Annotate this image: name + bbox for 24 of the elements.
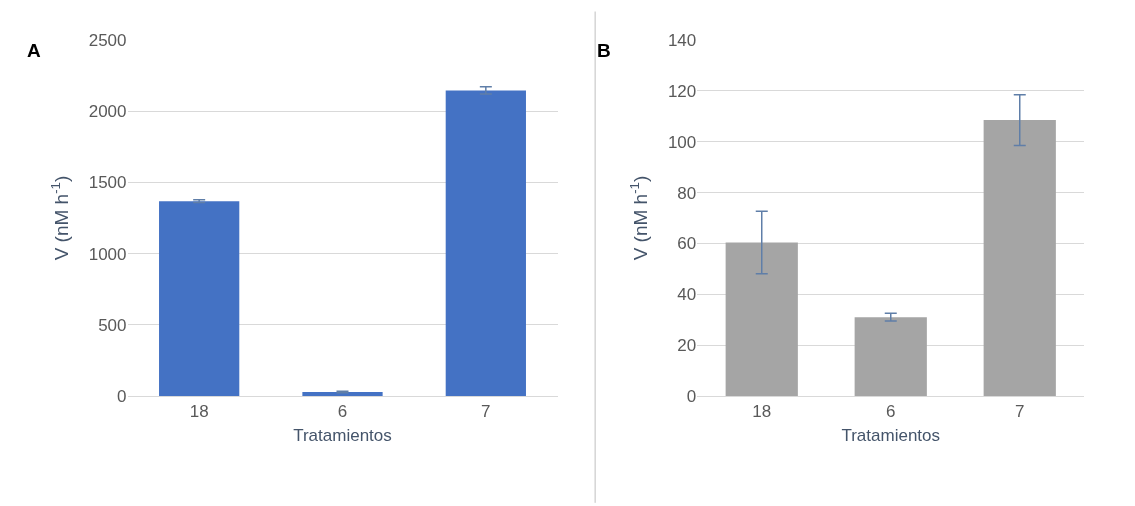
y-tick-label: 40 [677, 285, 697, 305]
x-tick-label: 18 [189, 402, 209, 422]
y-tick-label: 2000 [88, 102, 127, 122]
x-tick-label: 7 [481, 402, 491, 422]
chart-title: A [27, 40, 41, 61]
y-tick-label: 20 [677, 336, 697, 356]
x-tick-label: 18 [752, 402, 772, 422]
y-tick-label: 0 [117, 386, 127, 406]
x-tick-label: 6 [886, 402, 896, 422]
y-tick-label: 140 [667, 30, 697, 50]
y-tick-label: 60 [677, 234, 697, 254]
y-tick-label: 1500 [88, 173, 127, 193]
chart-title: B [597, 40, 611, 61]
x-tick-label: 7 [1015, 402, 1025, 422]
y-tick-label: 0 [686, 386, 697, 406]
y-tick-label: 120 [667, 81, 697, 101]
x-axis-title: Tratamientos [293, 425, 392, 445]
y-tick-label: 2500 [88, 30, 127, 50]
y-tick-label: 500 [98, 315, 127, 335]
x-tick-label: 6 [337, 402, 348, 422]
y-tick-label: 80 [677, 183, 697, 203]
x-axis-title: Tratamientos [841, 425, 941, 445]
y-tick-label: 1000 [88, 244, 127, 264]
y-tick-label: 100 [667, 132, 697, 152]
